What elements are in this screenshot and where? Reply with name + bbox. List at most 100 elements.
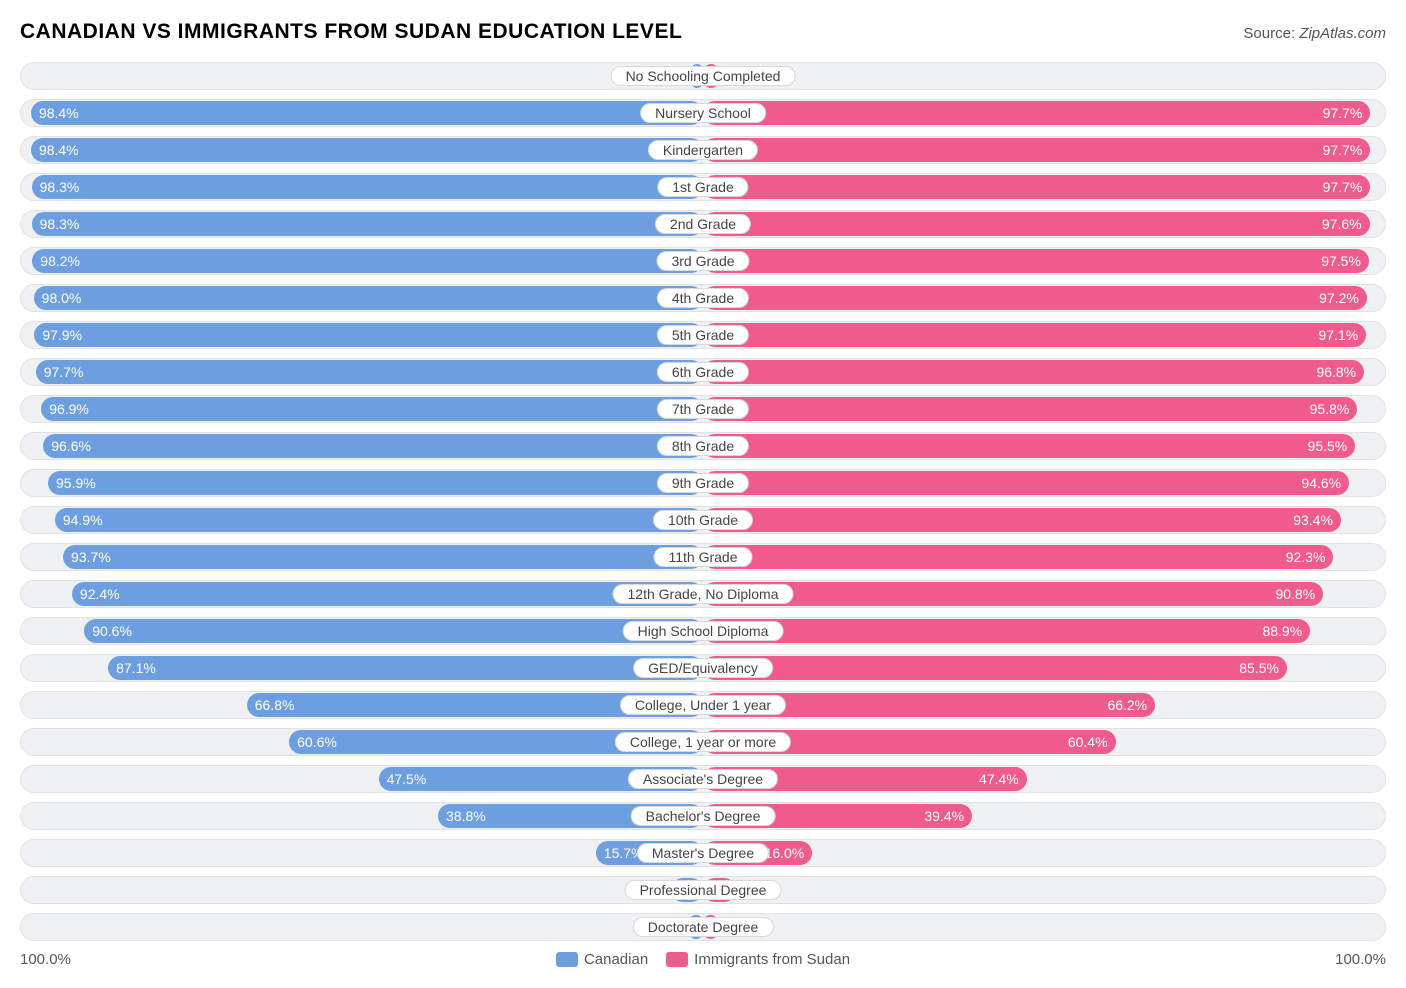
pct-label-right: 93.4% (1293, 513, 1333, 527)
row-left-half: 2.0% (20, 913, 703, 941)
row-right-half: 2.3% (703, 62, 1386, 90)
chart-row: 1.7%2.3%No Schooling Completed (20, 62, 1386, 90)
row-right-half: 60.4% (703, 728, 1386, 756)
chart-row: 15.7%16.0%Master's Degree (20, 839, 1386, 867)
bar-right (703, 471, 1349, 495)
legend-label-right: Immigrants from Sudan (694, 951, 850, 968)
chart-row: 94.9%93.4%10th Grade (20, 506, 1386, 534)
pct-label-right: 97.5% (1321, 254, 1361, 268)
category-label: Master's Degree (637, 843, 769, 863)
row-right-half: 92.3% (703, 543, 1386, 571)
row-right-half: 95.8% (703, 395, 1386, 423)
pct-label-left: 98.0% (42, 291, 82, 305)
pct-label-left: 98.3% (40, 180, 80, 194)
category-label: 12th Grade, No Diploma (613, 584, 794, 604)
pct-label-left: 92.4% (80, 587, 120, 601)
pct-label-left: 60.6% (297, 735, 337, 749)
pct-label-left: 93.7% (71, 550, 111, 564)
bar-left (72, 582, 703, 606)
row-left-half: 96.9% (20, 395, 703, 423)
bar-left (48, 471, 703, 495)
row-right-half: 66.2% (703, 691, 1386, 719)
chart-row: 98.2% 97.5% 3rd Grade (20, 247, 1386, 275)
row-right-half: 93.4% (703, 506, 1386, 534)
bar-left (32, 212, 703, 236)
axis-right-end: 100.0% (1335, 951, 1386, 968)
category-label: Professional Degree (625, 880, 782, 900)
chart-row: 98.0% 97.2%4th Grade (20, 284, 1386, 312)
bar-left (84, 619, 703, 643)
row-left-half: 60.6% (20, 728, 703, 756)
category-label: No Schooling Completed (611, 66, 796, 86)
row-right-half: 97.2% (703, 284, 1386, 312)
category-label: 1st Grade (657, 177, 748, 197)
chart-row: 98.3% 97.7% 1st Grade (20, 173, 1386, 201)
row-left-half: 47.5% (20, 765, 703, 793)
legend-swatch-right (666, 952, 688, 967)
row-left-half: 94.9% (20, 506, 703, 534)
chart-row: 92.4% 90.8% 12th Grade, No Diploma (20, 580, 1386, 608)
category-label: 3rd Grade (656, 251, 749, 271)
category-label: Bachelor's Degree (631, 806, 776, 826)
row-left-half: 98.2% (20, 247, 703, 275)
chart-row: 95.9% 94.6% 9th Grade (20, 469, 1386, 497)
legend-item-left: Canadian (556, 951, 648, 968)
row-left-half: 98.4% (20, 136, 703, 164)
row-left-half: 92.4% (20, 580, 703, 608)
row-right-half: 97.7% (703, 136, 1386, 164)
category-label: 9th Grade (657, 473, 749, 493)
category-label: 4th Grade (657, 288, 749, 308)
bar-left (31, 101, 703, 125)
pct-label-left: 97.7% (44, 365, 84, 379)
chart-row: 97.9%97.1%5th Grade (20, 321, 1386, 349)
pct-label-left: 66.8% (255, 698, 295, 712)
pct-label-left: 98.4% (39, 143, 79, 157)
pct-label-left: 90.6% (92, 624, 132, 638)
bar-right (703, 656, 1287, 680)
pct-label-right: 95.5% (1308, 439, 1348, 453)
row-left-half: 97.7% (20, 358, 703, 386)
source-attribution: Source: ZipAtlas.com (1243, 25, 1386, 42)
row-left-half: 98.4% (20, 99, 703, 127)
pct-label-left: 95.9% (56, 476, 96, 490)
row-right-half: 97.6% (703, 210, 1386, 238)
row-left-half: 38.8% (20, 802, 703, 830)
pct-label-right: 97.7% (1323, 106, 1363, 120)
chart-row: 38.8%39.4%Bachelor's Degree (20, 802, 1386, 830)
category-label: GED/Equivalency (633, 658, 773, 678)
pct-label-right: 16.0% (765, 846, 805, 860)
pct-label-right: 97.7% (1323, 180, 1363, 194)
pct-label-right: 90.8% (1275, 587, 1315, 601)
pct-label-left: 98.3% (40, 217, 80, 231)
row-right-half: 90.8% (703, 580, 1386, 608)
bar-left (32, 175, 703, 199)
bar-left (31, 138, 703, 162)
pct-label-right: 60.4% (1068, 735, 1108, 749)
row-left-half: 93.7% (20, 543, 703, 571)
pct-label-left: 87.1% (116, 661, 156, 675)
row-right-half: 88.9% (703, 617, 1386, 645)
row-right-half: 97.7% (703, 99, 1386, 127)
pct-label-right: 94.6% (1301, 476, 1341, 490)
axis-left-end: 100.0% (20, 951, 71, 968)
bar-right (703, 397, 1357, 421)
chart-row: 98.3% 97.6% 2nd Grade (20, 210, 1386, 238)
chart-row: 96.9%95.8%7th Grade (20, 395, 1386, 423)
category-label: 5th Grade (657, 325, 749, 345)
bar-left (41, 397, 703, 421)
pct-label-right: 97.6% (1322, 217, 1362, 231)
row-right-half: 97.5% (703, 247, 1386, 275)
chart-row: 4.7%4.9%Professional Degree (20, 876, 1386, 904)
row-right-half: 96.8% (703, 358, 1386, 386)
row-right-half: 95.5% (703, 432, 1386, 460)
pct-label-right: 96.8% (1316, 365, 1356, 379)
row-right-half: 94.6% (703, 469, 1386, 497)
chart-row: 97.7%96.8%6th Grade (20, 358, 1386, 386)
row-left-half: 95.9% (20, 469, 703, 497)
chart-row: 93.7%92.3%11th Grade (20, 543, 1386, 571)
chart-row: 98.4%97.7%Kindergarten (20, 136, 1386, 164)
pct-label-right: 97.7% (1323, 143, 1363, 157)
category-label: 2nd Grade (655, 214, 751, 234)
pct-label-right: 95.8% (1310, 402, 1350, 416)
category-label: High School Diploma (623, 621, 784, 641)
